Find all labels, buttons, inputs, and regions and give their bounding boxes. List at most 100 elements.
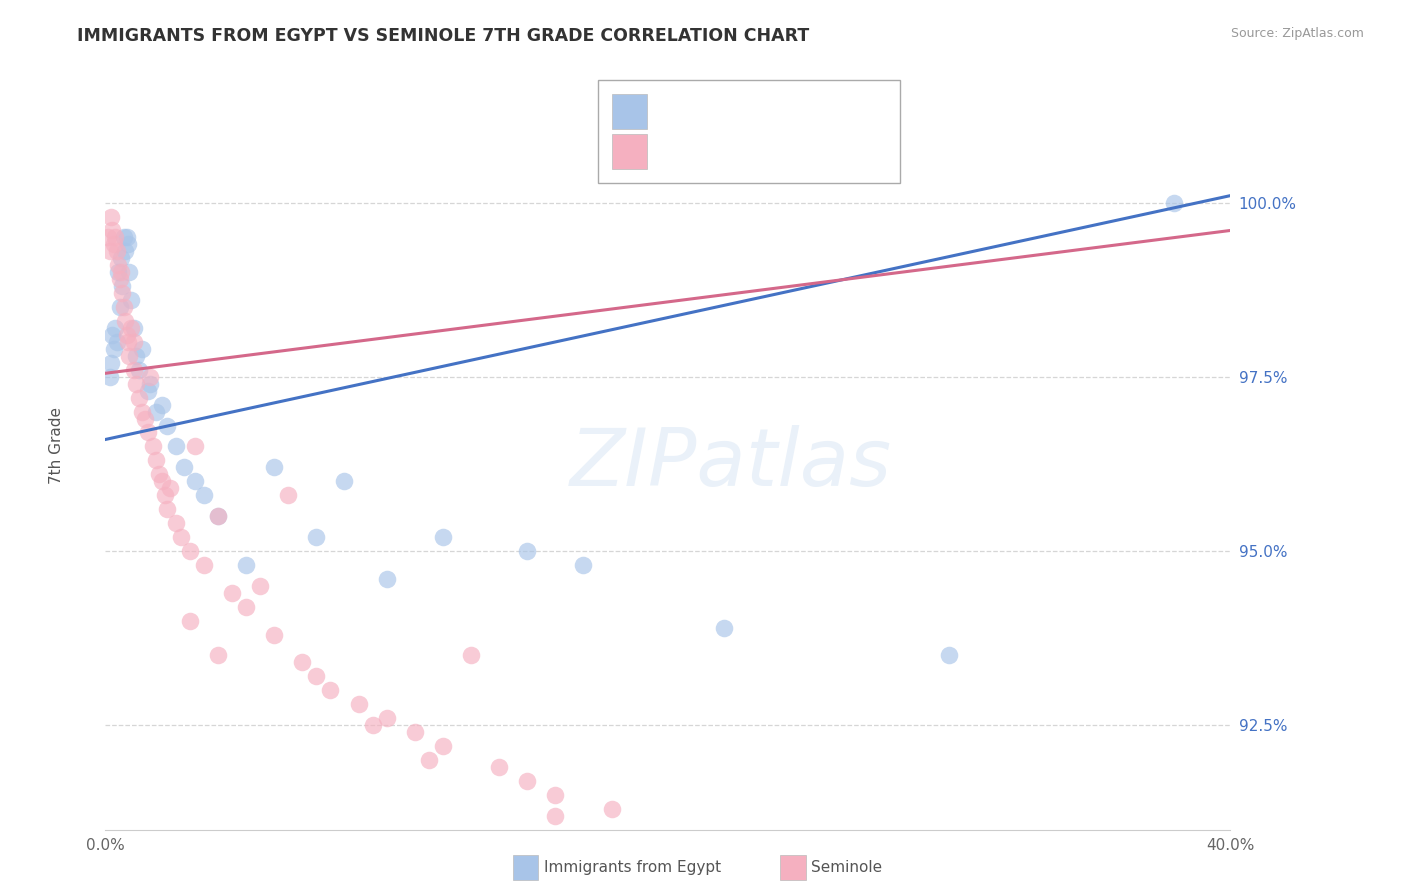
Point <box>112 300 135 314</box>
Point <box>101 328 124 343</box>
Point <box>145 453 167 467</box>
Point <box>145 404 167 418</box>
Point <box>249 579 271 593</box>
Point <box>170 530 193 544</box>
Text: ZIPatlas: ZIPatlas <box>569 425 893 503</box>
Point <box>235 558 257 572</box>
Point <box>105 244 128 259</box>
Point <box>122 363 145 377</box>
Point <box>97 230 120 244</box>
Point <box>305 530 328 544</box>
Point <box>122 334 145 349</box>
Point <box>207 648 229 663</box>
Point <box>110 252 132 266</box>
Point <box>404 725 426 739</box>
Point <box>134 411 156 425</box>
Point <box>108 300 131 314</box>
Point <box>150 475 173 489</box>
Point <box>98 244 121 259</box>
Text: Immigrants from Egypt: Immigrants from Egypt <box>544 860 721 874</box>
Point <box>122 321 145 335</box>
Point <box>108 272 131 286</box>
Text: R = 0.468   N = 41: R = 0.468 N = 41 <box>664 103 848 120</box>
Point <box>291 656 314 670</box>
Point <box>207 509 229 524</box>
Point <box>125 349 148 363</box>
Text: 7th Grade: 7th Grade <box>49 408 63 484</box>
Point <box>136 384 159 398</box>
Point <box>207 509 229 524</box>
Point <box>112 230 135 244</box>
Point <box>120 321 142 335</box>
Point <box>142 439 165 453</box>
Point <box>516 773 538 788</box>
Point <box>120 293 142 307</box>
Point <box>221 585 243 599</box>
Point <box>193 488 215 502</box>
Point <box>100 210 122 224</box>
Point <box>111 286 134 301</box>
Point <box>104 230 127 244</box>
Point <box>139 369 162 384</box>
Point <box>114 314 136 328</box>
Point <box>305 669 328 683</box>
Point <box>148 467 170 482</box>
Point <box>103 237 125 252</box>
Text: IMMIGRANTS FROM EGYPT VS SEMINOLE 7TH GRADE CORRELATION CHART: IMMIGRANTS FROM EGYPT VS SEMINOLE 7TH GR… <box>77 27 810 45</box>
Point <box>139 376 162 391</box>
Point <box>128 363 150 377</box>
Point <box>128 391 150 405</box>
Point <box>544 788 567 802</box>
Point <box>600 802 623 816</box>
Point <box>418 753 440 767</box>
Point <box>118 265 141 279</box>
Point <box>114 244 136 259</box>
Point <box>111 279 134 293</box>
Text: Source: ZipAtlas.com: Source: ZipAtlas.com <box>1230 27 1364 40</box>
Text: Seminole: Seminole <box>811 860 883 874</box>
Point <box>375 711 398 725</box>
Point <box>153 488 176 502</box>
Point <box>117 334 139 349</box>
Text: R = 0.379   N = 60: R = 0.379 N = 60 <box>664 143 848 161</box>
Point <box>100 356 122 370</box>
Point <box>98 369 121 384</box>
Point <box>165 516 187 530</box>
Point <box>713 621 735 635</box>
Point <box>184 475 207 489</box>
Point <box>131 342 153 356</box>
Point <box>432 739 454 753</box>
Point <box>263 460 285 475</box>
Point <box>460 648 482 663</box>
Point <box>103 342 125 356</box>
Point <box>333 475 356 489</box>
Point <box>277 488 299 502</box>
Point <box>361 718 384 732</box>
Point <box>572 558 595 572</box>
Point <box>516 544 538 558</box>
Point <box>184 439 207 453</box>
Point <box>156 502 179 516</box>
Point <box>136 425 159 440</box>
Point <box>101 223 124 237</box>
Point <box>115 328 138 343</box>
Point <box>118 349 141 363</box>
Point <box>263 627 285 641</box>
Point <box>125 376 148 391</box>
Point <box>179 544 201 558</box>
Point <box>159 481 181 495</box>
Point <box>110 265 132 279</box>
Point <box>375 572 398 586</box>
Point <box>105 334 128 349</box>
Point <box>938 648 960 663</box>
Point <box>432 530 454 544</box>
Point <box>104 321 127 335</box>
Point <box>150 398 173 412</box>
Point <box>544 808 567 822</box>
Point <box>117 237 139 252</box>
Point <box>156 418 179 433</box>
Point <box>235 599 257 614</box>
Point <box>347 697 370 711</box>
Point <box>115 230 138 244</box>
Point <box>319 683 342 698</box>
